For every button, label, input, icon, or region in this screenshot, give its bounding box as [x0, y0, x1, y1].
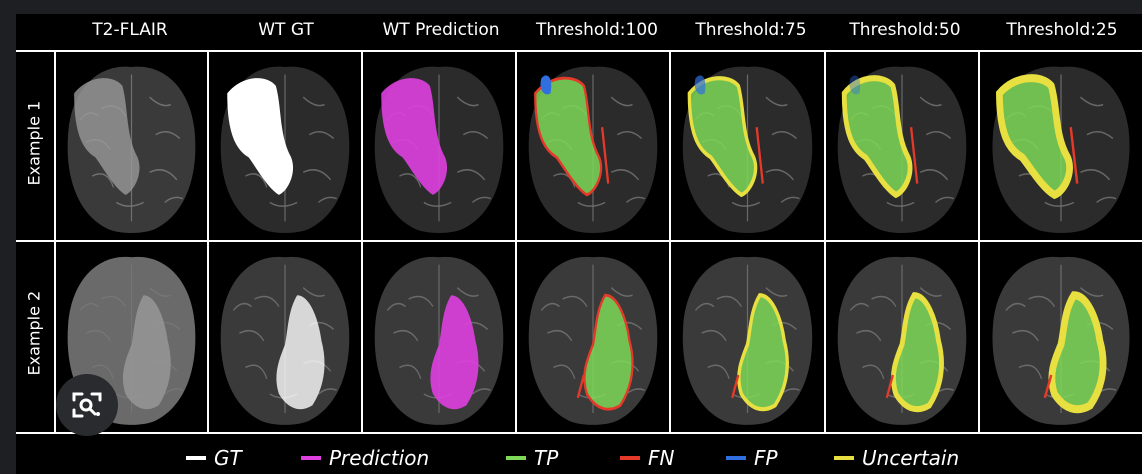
- legend-swatch-gt: [186, 456, 206, 460]
- brain-scan-image: [220, 66, 350, 233]
- column-header-threshold-75: Threshold:75: [695, 20, 807, 40]
- image-cell-example-2-threshold-75: [671, 242, 824, 432]
- image-cell-example-2-wt-gt: [209, 242, 361, 432]
- figure: T2-FLAIR WT GT WT Prediction Threshold:1…: [16, 14, 1142, 474]
- legend-label-gt: GT: [214, 446, 242, 470]
- image-cell-example-1-threshold-50: [826, 52, 978, 240]
- legend-label-fn: FN: [648, 446, 675, 470]
- column-separator: [824, 50, 826, 434]
- image-cell-example-2-threshold-25: [980, 242, 1142, 432]
- image-cell-example-1-threshold-100: [517, 52, 669, 240]
- legend-swatch-fn: [620, 456, 640, 460]
- brain-scan-image: [837, 66, 967, 233]
- column-header-wt-prediction: WT Prediction: [382, 20, 500, 40]
- image-cell-example-2-threshold-100: [517, 242, 669, 432]
- column-header-threshold-50: Threshold:50: [849, 20, 961, 40]
- legend-swatch-uncertain: [834, 456, 854, 460]
- image-cell-example-2-wt-prediction: [363, 242, 515, 432]
- legend-item-gt: GT: [186, 446, 242, 470]
- column-separator: [978, 50, 980, 434]
- legend-rule: [16, 432, 1142, 434]
- brain-scan-image: [528, 256, 658, 425]
- legend-label-fp: FP: [754, 446, 778, 470]
- column-separator: [515, 50, 517, 434]
- image-cell-example-1-t2-flair: [56, 52, 207, 240]
- brain-scan-image: [682, 66, 813, 233]
- row-label-example-2: Example 2: [24, 290, 44, 376]
- image-cell-example-1-threshold-75: [671, 52, 824, 240]
- column-header-threshold-100: Threshold:100: [536, 20, 658, 40]
- column-header-threshold-25: Threshold:25: [1006, 20, 1118, 40]
- image-cell-example-1-wt-gt: [209, 52, 361, 240]
- header-rule: [16, 50, 1142, 52]
- brain-scan-image: [992, 66, 1130, 233]
- brain-scan-image: [837, 256, 967, 425]
- image-cell-example-1-wt-prediction: [363, 52, 515, 240]
- column-separator: [361, 50, 363, 434]
- brain-scan-image: [374, 66, 504, 233]
- legend-item-tp: TP: [506, 446, 558, 470]
- brain-scan-image: [374, 256, 504, 425]
- brain-scan-image: [67, 66, 196, 233]
- brain-scan-image: [220, 256, 350, 425]
- legend-label-uncertain: Uncertain: [862, 446, 960, 470]
- camera-search-icon: [72, 392, 102, 418]
- row-separator-rule: [16, 240, 1142, 242]
- brain-scan-image: [992, 256, 1130, 425]
- image-cell-example-1-threshold-25: [980, 52, 1142, 240]
- legend-item-fp: FP: [726, 446, 778, 470]
- legend-item-uncertain: Uncertain: [834, 446, 959, 470]
- legend-item-prediction: Prediction: [301, 446, 429, 470]
- column-separator: [207, 50, 209, 434]
- column-header-wt-gt: WT GT: [258, 20, 314, 40]
- brain-scan-image: [528, 66, 658, 233]
- legend-item-fn: FN: [620, 446, 674, 470]
- column-separator: [54, 50, 56, 434]
- row-label-example-1: Example 1: [24, 100, 44, 186]
- column-separator: [669, 50, 671, 434]
- legend-swatch-prediction: [301, 456, 321, 460]
- legend-swatch-fp: [726, 456, 746, 460]
- column-header-t2-flair: T2-FLAIR: [92, 20, 168, 40]
- brain-scan-image: [682, 256, 813, 425]
- lens-search-icon[interactable]: [56, 374, 118, 436]
- image-cell-example-2-threshold-50: [826, 242, 978, 432]
- legend-label-prediction: Prediction: [329, 446, 430, 470]
- legend-swatch-tp: [506, 456, 526, 460]
- legend-label-tp: TP: [534, 446, 559, 470]
- legend: GT Prediction TP FN FP Uncertain: [16, 444, 1142, 474]
